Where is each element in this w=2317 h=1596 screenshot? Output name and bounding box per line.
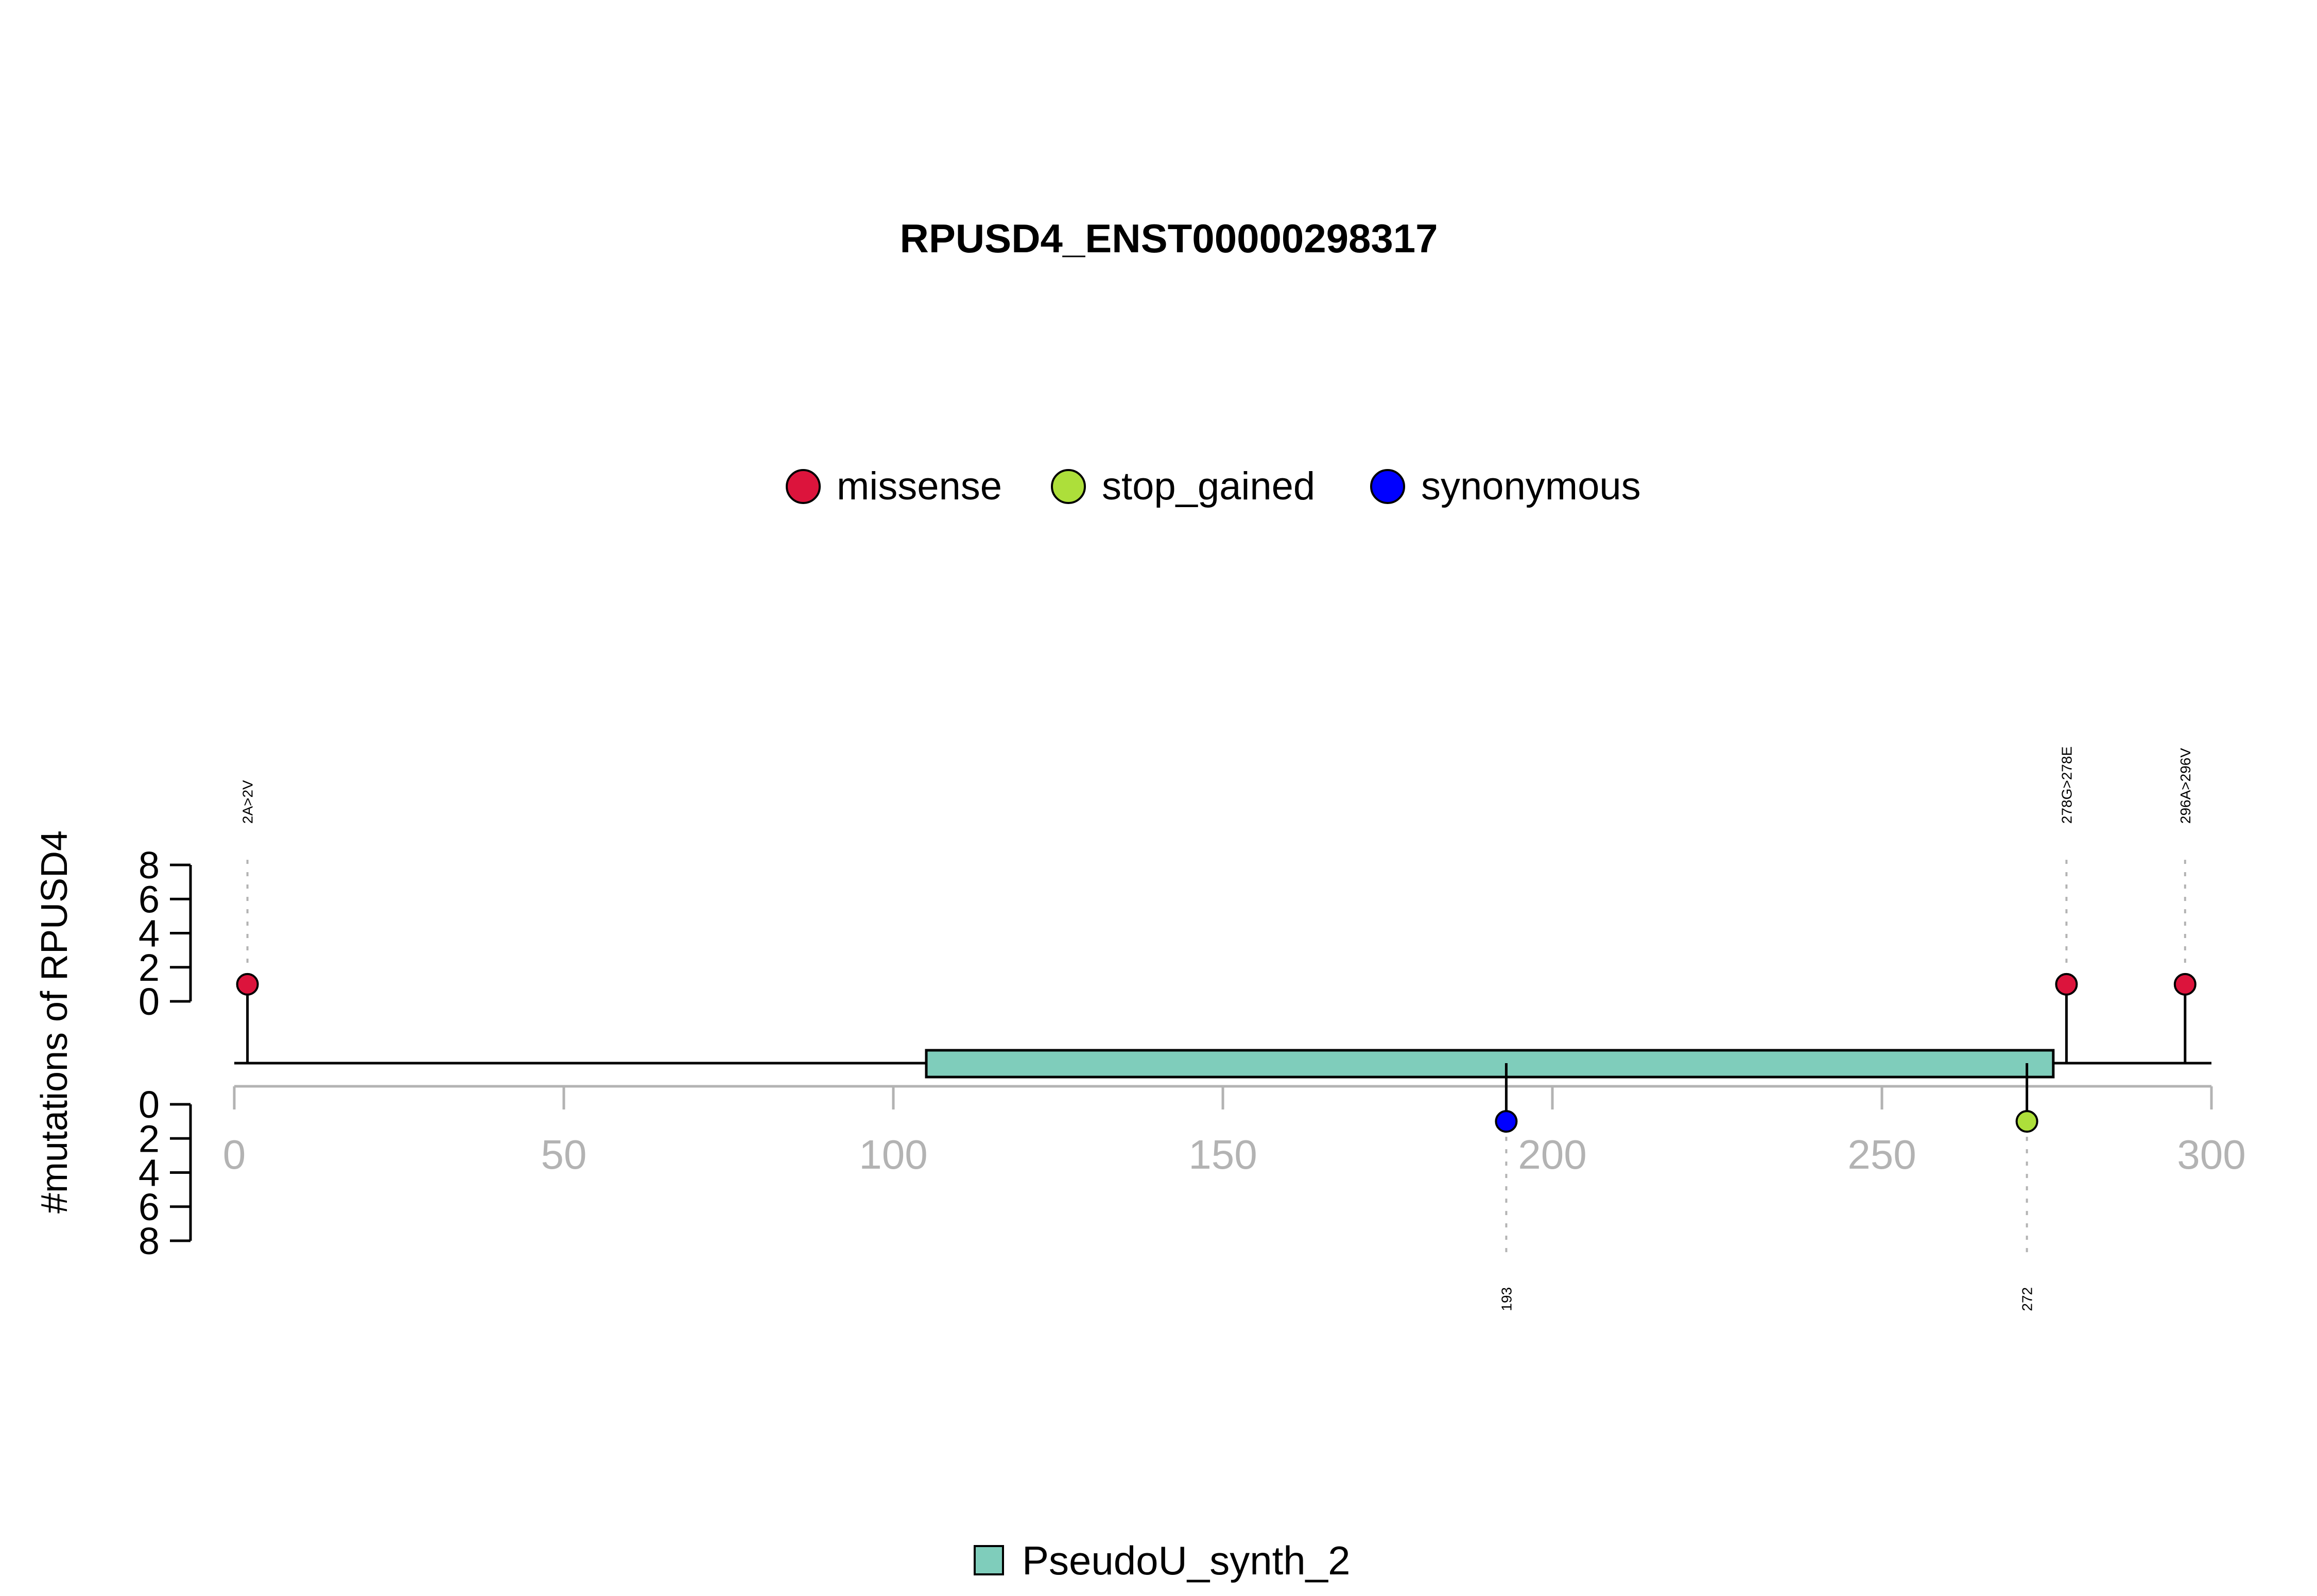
mutation-label: 2A>2V bbox=[240, 780, 256, 824]
mutation-head-missense bbox=[236, 973, 259, 996]
legend-label-missense: missense bbox=[837, 464, 1002, 508]
lower-count-tick-label: 0 bbox=[139, 1083, 160, 1126]
x-axis: 0 50 100 150 200 250 300 bbox=[223, 1085, 2246, 1177]
x-tick-label: 50 bbox=[541, 1132, 587, 1177]
mutation-head-missense bbox=[2055, 973, 2078, 996]
x-tick-label: 300 bbox=[2177, 1132, 2245, 1177]
legend-swatch-stop_gained bbox=[1051, 469, 1086, 504]
x-tick-label: 200 bbox=[1518, 1132, 1586, 1177]
lower-count-tick-label: 2 bbox=[139, 1117, 160, 1160]
protein-domains bbox=[925, 1049, 2055, 1079]
mutation-type-legend: missense stop_gained synonymous bbox=[786, 464, 1641, 508]
mutation-head-stop_gained bbox=[2015, 1110, 2038, 1133]
chart-title: RPUSD4_ENST00000298317 bbox=[900, 216, 1438, 261]
upper-count-tick-label: 8 bbox=[139, 844, 160, 887]
upper-count-tick-label: 2 bbox=[139, 946, 160, 989]
legend-swatch-synonymous bbox=[1370, 469, 1405, 504]
lower-count-tick-label: 4 bbox=[139, 1152, 160, 1194]
y-axis-label: #mutations of RPUSD4 bbox=[34, 830, 75, 1213]
mutation-label: 272 bbox=[2019, 1287, 2035, 1311]
domain-legend: PseudoU_synth_2 bbox=[974, 1538, 1350, 1583]
domain-PseudoU_synth_2 bbox=[925, 1049, 2055, 1079]
mutation-lollipops: 2A>2V 278G>278E 296A>296V 193 272 bbox=[240, 747, 2193, 1311]
x-tick-label: 0 bbox=[223, 1132, 246, 1177]
domain-legend-swatch bbox=[974, 1545, 1004, 1575]
mutation-label: 193 bbox=[1498, 1287, 1514, 1311]
mutation-heads bbox=[236, 973, 2197, 1133]
mutation-label: 278G>278E bbox=[2059, 747, 2074, 824]
mutation-head-missense bbox=[2173, 973, 2197, 996]
x-tick-label: 250 bbox=[1847, 1132, 1916, 1177]
x-tick-label: 150 bbox=[1188, 1132, 1257, 1177]
x-tick-label: 100 bbox=[859, 1132, 927, 1177]
mutation-head-synonymous bbox=[1495, 1110, 1518, 1133]
mutation-label: 296A>296V bbox=[2177, 748, 2193, 824]
upper-count-tick-label: 0 bbox=[139, 980, 160, 1023]
legend-swatch-missense bbox=[786, 469, 821, 504]
legend-label-stop_gained: stop_gained bbox=[1102, 464, 1315, 508]
legend-label-synonymous: synonymous bbox=[1421, 464, 1641, 508]
lower-count-tick-label: 6 bbox=[139, 1186, 160, 1228]
upper-count-tick-label: 6 bbox=[139, 878, 160, 921]
upper-count-tick-label: 4 bbox=[139, 912, 160, 955]
lower-count-tick-label: 8 bbox=[139, 1220, 160, 1262]
domain-legend-label: PseudoU_synth_2 bbox=[1022, 1538, 1350, 1583]
